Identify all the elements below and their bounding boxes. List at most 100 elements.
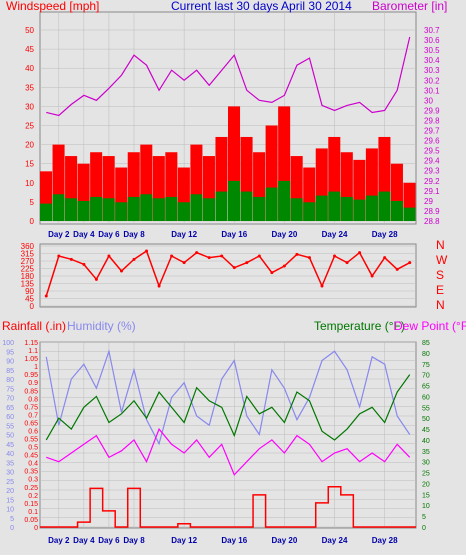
temperature-tick-label: 30	[422, 460, 430, 467]
barometer-tick-label: 30.7	[424, 26, 440, 35]
rainfall-tick-label: 1	[34, 364, 38, 371]
temperature-line	[45, 374, 411, 441]
wind-average-bar	[190, 194, 203, 221]
direction-tick-label: 270	[21, 257, 35, 266]
chart-title: Current last 30 days April 30 2014	[171, 0, 352, 13]
x-tick-label: Day 4	[73, 536, 95, 545]
wind-tick-label: 5	[30, 198, 35, 207]
direction-point	[82, 262, 86, 266]
rainfall-tick-label: 0.5	[28, 445, 38, 452]
wind-tick-label: 10	[25, 179, 34, 188]
compass-label: W	[436, 253, 448, 267]
wind-average-bar	[265, 187, 278, 221]
temperature-tick-label: 35	[422, 449, 430, 456]
barometer-tick-label: 29.1	[424, 187, 440, 196]
temperature-axis-label: Temperature (°F)	[314, 319, 405, 333]
rainfall-tick-label: 0.45	[24, 453, 38, 460]
wind-average-bar	[228, 180, 241, 221]
direction-line	[45, 249, 411, 297]
rainfall-tick-label: 0.9	[28, 380, 38, 387]
wind-ticks: 0 5 10 15 20 25 30 35 40 45 50	[25, 26, 34, 226]
direction-point	[307, 256, 311, 260]
direction-point	[132, 257, 136, 261]
x-tick-label: Day 6	[98, 536, 120, 545]
x-tick-label: Day 4	[73, 230, 95, 239]
wind-average-bar	[340, 196, 353, 221]
wind-tick-label: 50	[25, 26, 34, 35]
x-tick-label: Day 16	[221, 536, 247, 545]
temperature-tick-label: 75	[422, 362, 430, 369]
wind-tick-label: 35	[25, 83, 34, 92]
rainfall-tick-label: 0.25	[24, 485, 38, 492]
wind-tick-label: 45	[25, 45, 34, 54]
x-tick-label: Day 16	[221, 230, 247, 239]
humidity-axis-label: Humidity (%)	[67, 319, 136, 333]
wind-average-bar	[215, 191, 228, 221]
humidity-tick-label: 55	[6, 423, 14, 430]
direction-tick-label: 90	[25, 287, 34, 296]
rainfall-tick-label: 0.7	[28, 412, 38, 419]
rainfall-tick-label: 0	[34, 525, 38, 532]
rainfall-tick-label: 0.8	[28, 396, 38, 403]
rainfall-tick-label: 0.4	[28, 461, 38, 468]
barometer-tick-label: 29.5	[424, 147, 440, 156]
wind-average-bar	[140, 194, 153, 221]
direction-point	[270, 271, 274, 275]
wind-average-bar	[115, 202, 128, 221]
temperature-tick-label: 20	[422, 481, 430, 488]
wind-x-labels: Day 2 Day 4 Day 6 Day 8 Day 12 Day 16 Day 20 Da…	[48, 230, 398, 239]
wind-barometer-series	[40, 36, 416, 221]
wind-average-bar	[127, 196, 140, 221]
direction-point	[220, 254, 224, 258]
x-tick-label: Day 2	[48, 230, 70, 239]
wind-axis-label: Windspeed [mph]	[6, 0, 99, 13]
humidity-tick-label: 70	[6, 396, 14, 403]
temperature-tick-label: 85	[422, 340, 430, 347]
direction-point	[245, 261, 249, 265]
rainfall-tick-label: 0.15	[24, 501, 38, 508]
temperature-tick-label: 60	[422, 394, 430, 401]
temperature-tick-label: 15	[422, 492, 430, 499]
barometer-line	[46, 36, 411, 117]
wind-average-bar	[365, 195, 378, 221]
barometer-tick-label: 30.1	[424, 86, 440, 95]
temperature-tick-label: 80	[422, 351, 430, 358]
wind-tick-label: 30	[25, 102, 34, 111]
direction-tick-label: 315	[21, 250, 35, 259]
wind-average-bar	[52, 194, 65, 221]
wind-average-bar	[328, 191, 341, 221]
direction-tick-label: 0	[30, 302, 35, 311]
barometer-tick-label: 29.2	[424, 177, 440, 186]
wind-average-bar	[278, 180, 291, 221]
temperature-tick-label: 70	[422, 373, 430, 380]
dew-point-axis-label: Dew Point (°F)	[394, 319, 466, 333]
humidity-tick-label: 15	[6, 497, 14, 504]
rainfall-tick-label: 0.85	[24, 388, 38, 395]
barometer-tick-label: 30.2	[424, 76, 440, 85]
rainfall-line	[40, 486, 416, 528]
direction-point	[282, 264, 286, 268]
humidity-tick-label: 25	[6, 479, 14, 486]
rain-humidity-temp-panel: Rainfall (.in) Humidity (%) Temperature …	[2, 319, 466, 545]
barometer-tick-label: 30.4	[424, 56, 440, 65]
compass-label: S	[436, 268, 444, 282]
barometer-tick-label: 30.6	[424, 36, 440, 45]
direction-point	[345, 261, 349, 265]
x-tick-label: Day 2	[48, 536, 70, 545]
direction-tick-label: 225	[21, 265, 35, 274]
direction-point	[119, 269, 123, 273]
humidity-tick-label: 35	[6, 460, 14, 467]
barometer-tick-label: 29.9	[424, 106, 440, 115]
wind-average-bar	[40, 203, 53, 221]
direction-point	[157, 284, 161, 288]
rainfall-tick-label: 0.2	[28, 493, 38, 500]
wind-tick-label: 15	[25, 160, 34, 169]
humidity-tick-label: 45	[6, 442, 14, 449]
rainfall-tick-label: 1.1	[28, 348, 38, 355]
wind-average-bar	[353, 199, 366, 221]
humidity-line	[45, 348, 411, 446]
barometer-tick-label: 29.7	[424, 127, 440, 136]
